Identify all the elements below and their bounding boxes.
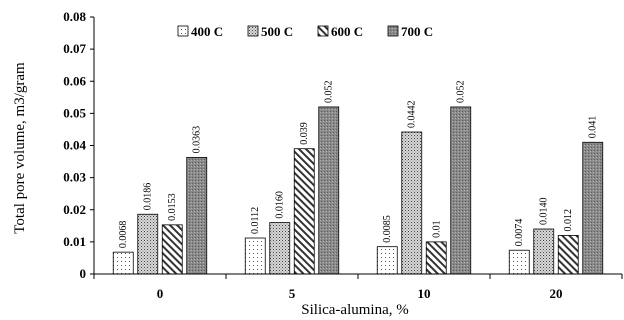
legend-swatch xyxy=(317,25,329,37)
data-label: 0.0085 xyxy=(382,215,393,243)
data-labels: 0.0068 0.0186 0.0153 0.0363 0.0112 0.0160 0.03… xyxy=(118,80,599,248)
bar-400c-cat-20 xyxy=(508,249,530,275)
x-axis-title: Silica-alumina, % xyxy=(301,302,408,318)
bar-500c-cat-0 xyxy=(137,213,159,275)
data-label: 0.0074 xyxy=(514,219,525,247)
y-tick-label: 0.08 xyxy=(63,9,86,24)
y-axis-title: Total pore volume, m3/gram xyxy=(12,62,28,234)
bar-700c-cat-10 xyxy=(450,106,472,275)
legend-label: 700 C xyxy=(401,24,433,39)
axes xyxy=(93,17,622,275)
bar-500c-cat-20 xyxy=(533,228,555,275)
x-tick-label: 20 xyxy=(550,286,563,301)
y-tick-label: 0.06 xyxy=(63,73,86,88)
data-label: 0.01 xyxy=(431,220,442,238)
bar-600c-cat-5 xyxy=(293,148,315,275)
bar-500c-cat-10 xyxy=(401,131,423,275)
y-tick-label: 0 xyxy=(80,266,87,281)
data-label: 0.0442 xyxy=(407,101,418,129)
y-tick-label: 0.04 xyxy=(63,138,86,153)
y-tick-label: 0.03 xyxy=(63,170,86,185)
y-axis-title-group: Total pore volume, m3/gram xyxy=(12,62,28,234)
y-tick-label: 0.02 xyxy=(63,202,86,217)
legend-label: 400 C xyxy=(191,24,223,39)
y-tick-label: 0.01 xyxy=(63,234,86,249)
legend-swatch xyxy=(177,25,189,37)
x-axis-ticks: 0 5 10 20 xyxy=(93,274,623,301)
data-label: 0.012 xyxy=(563,209,574,232)
data-label: 0.039 xyxy=(299,122,310,145)
bar-marks xyxy=(112,106,604,275)
bar-600c-cat-20 xyxy=(557,235,579,275)
bar-400c-cat-5 xyxy=(244,237,266,275)
bar-700c-cat-20 xyxy=(582,141,604,275)
legend-swatch xyxy=(387,25,399,37)
bar-600c-cat-0 xyxy=(161,224,183,275)
bar-400c-cat-10 xyxy=(376,246,398,275)
bar-700c-cat-0 xyxy=(186,156,208,275)
data-label: 0.0112 xyxy=(250,207,261,234)
data-label: 0.0153 xyxy=(167,193,178,221)
y-tick-label: 0.05 xyxy=(63,105,86,120)
y-axis-ticks: 0 0.01 0.02 0.03 0.04 0.05 0.06 0.07 0.08 xyxy=(63,9,94,281)
x-tick-label: 0 xyxy=(157,286,164,301)
data-label: 0.052 xyxy=(456,80,467,103)
data-label: 0.0068 xyxy=(118,221,129,249)
x-tick-label: 5 xyxy=(289,286,296,301)
bar-500c-cat-5 xyxy=(269,222,291,275)
bar-600c-cat-10 xyxy=(425,241,447,275)
legend: 400 C 500 C 600 C 700 C xyxy=(177,24,433,39)
data-label: 0.052 xyxy=(324,80,335,103)
y-tick-label: 0.07 xyxy=(63,41,86,56)
data-label: 0.041 xyxy=(588,116,599,139)
legend-label: 600 C xyxy=(331,24,363,39)
data-label: 0.0363 xyxy=(192,126,203,154)
bar-400c-cat-0 xyxy=(112,251,134,275)
x-tick-label: 10 xyxy=(418,286,431,301)
data-label: 0.0160 xyxy=(275,191,286,219)
legend-swatch xyxy=(247,25,259,37)
bar-700c-cat-5 xyxy=(318,106,340,275)
data-label: 0.0186 xyxy=(143,183,154,211)
legend-label: 500 C xyxy=(261,24,293,39)
data-label: 0.0140 xyxy=(539,198,550,226)
